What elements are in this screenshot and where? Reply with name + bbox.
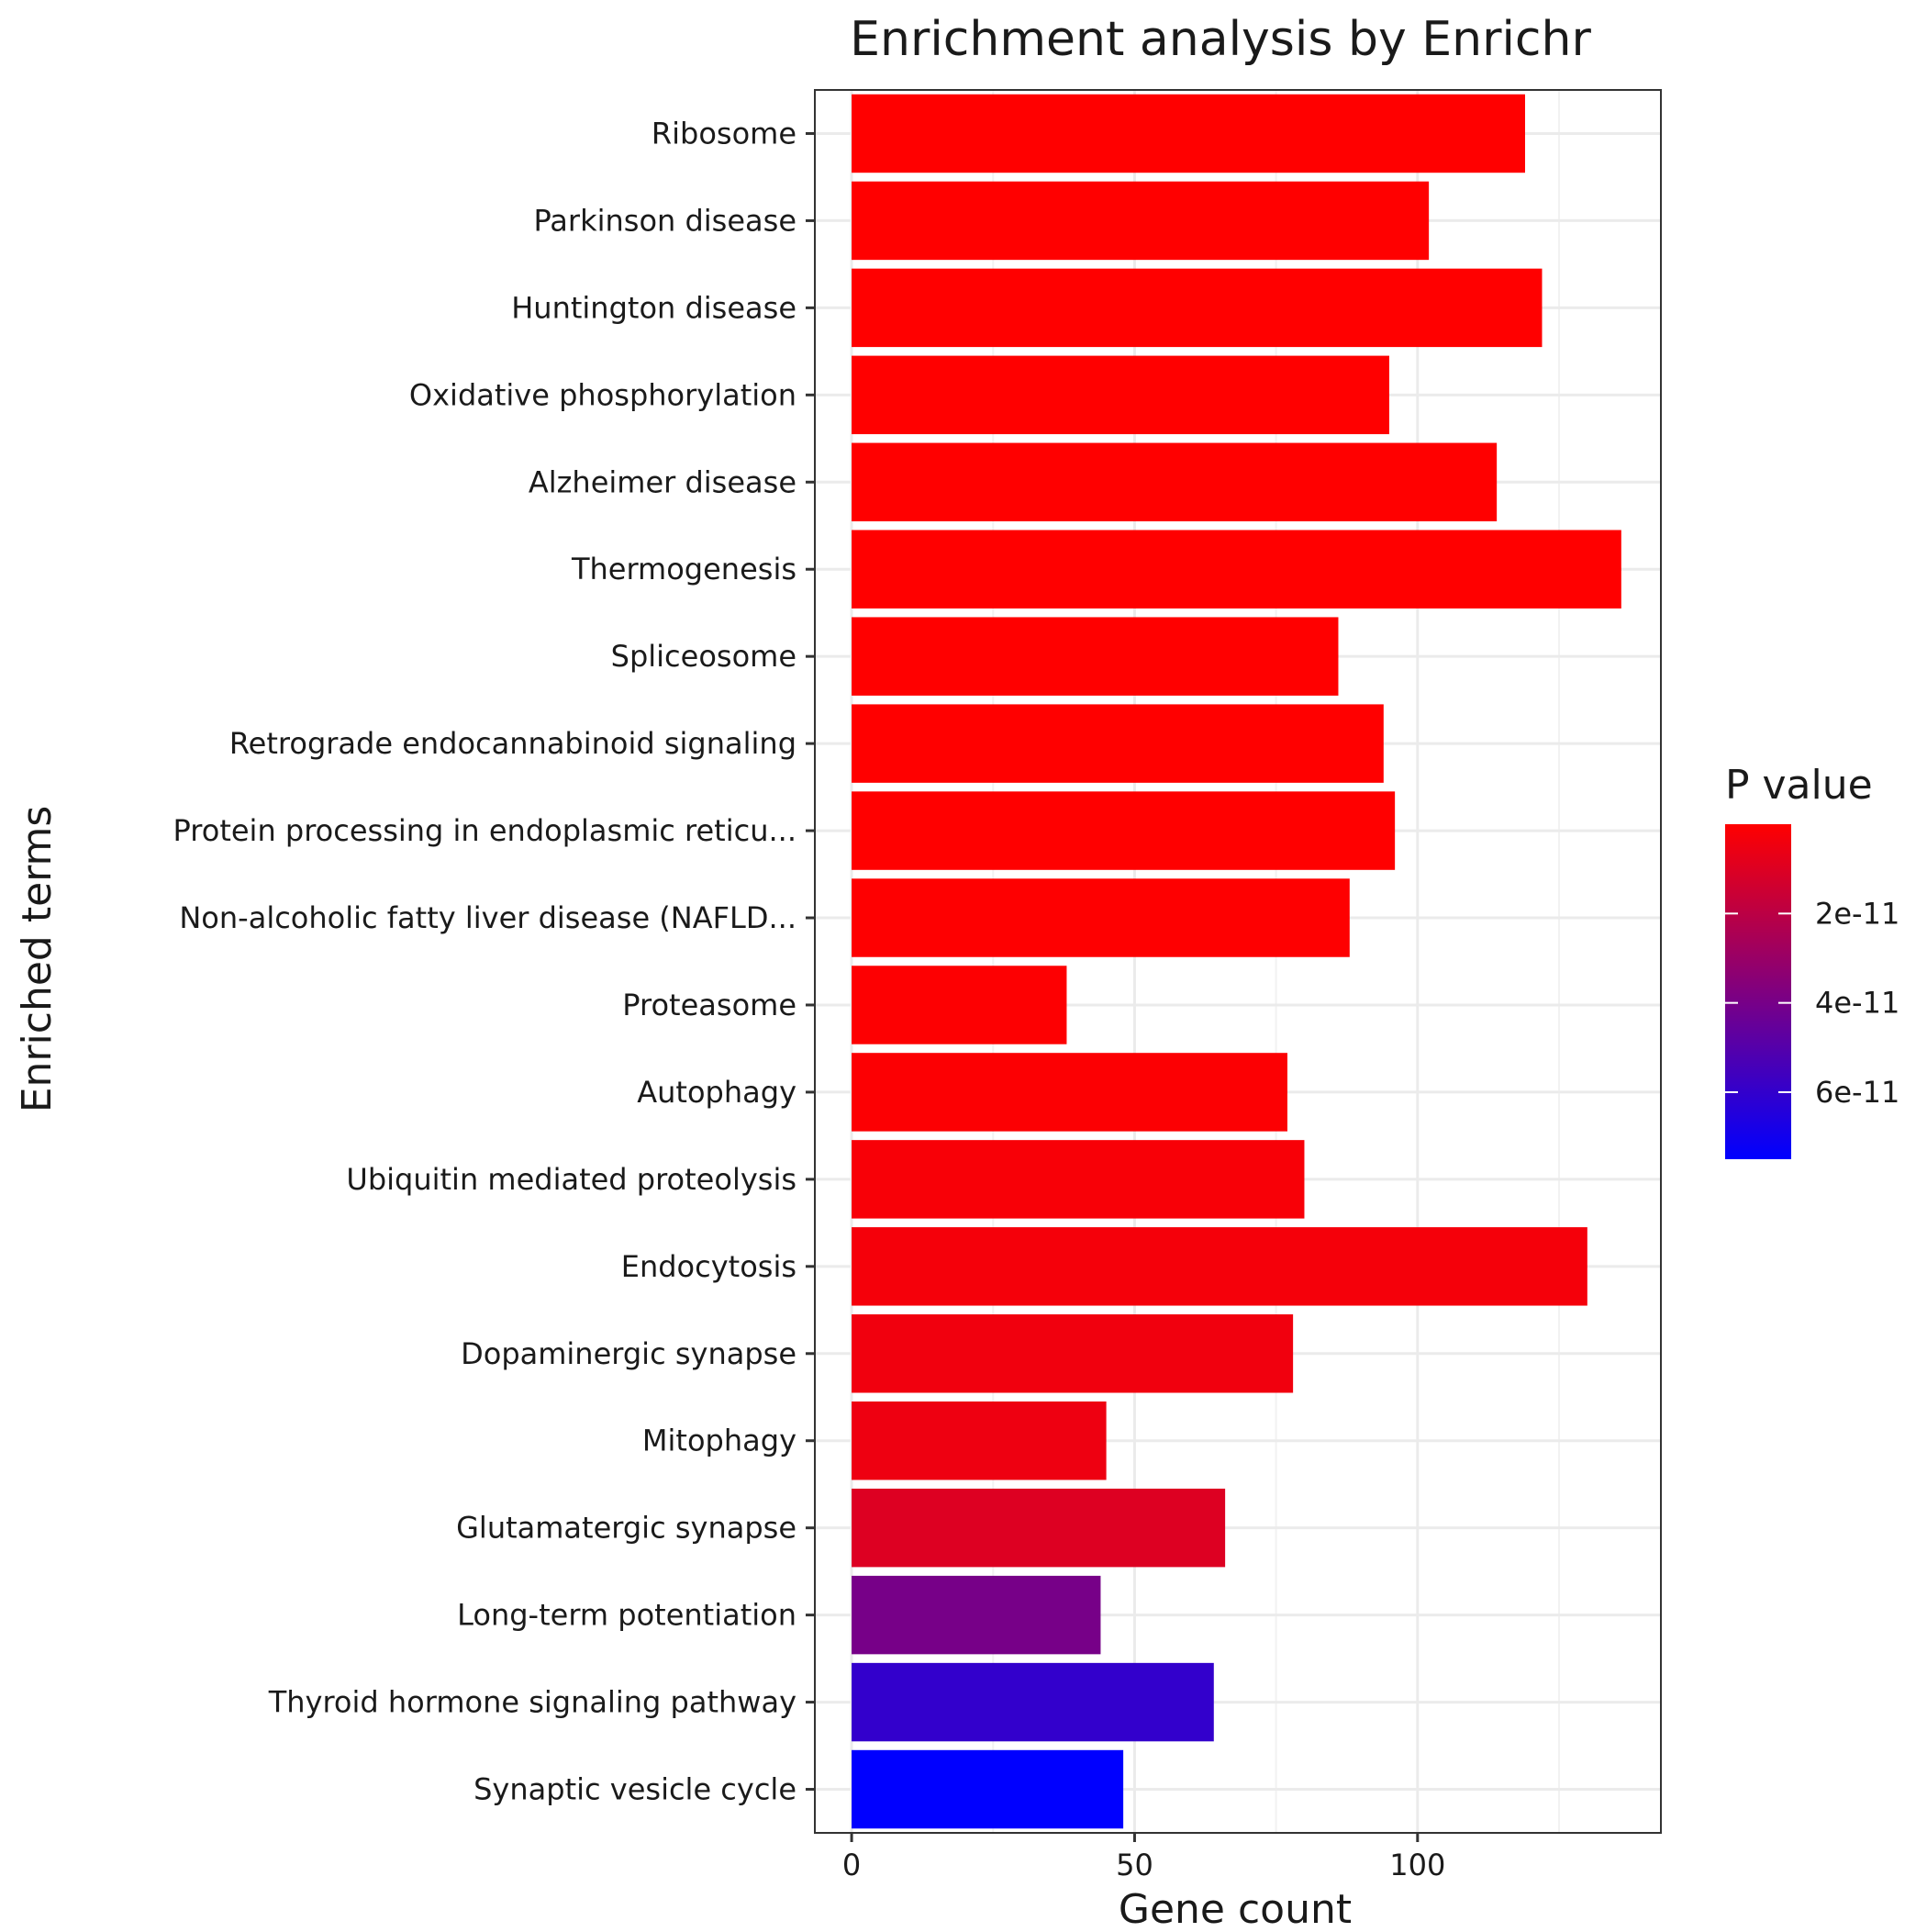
bar xyxy=(852,1227,1587,1306)
y-tick-label: Autophagy xyxy=(637,1075,796,1110)
bar xyxy=(852,1749,1124,1829)
y-tick-label: Proteasome xyxy=(622,988,796,1022)
y-tick-label: Mitophagy xyxy=(642,1424,796,1458)
bar xyxy=(852,94,1525,173)
bar xyxy=(852,268,1543,348)
y-tick-label: Long-term potentiation xyxy=(457,1598,796,1633)
y-tick-label: Retrograde endocannabinoid signaling xyxy=(229,726,796,761)
bar xyxy=(852,530,1621,609)
y-tick-label: Non-alcoholic fatty liver disease (NAFLD… xyxy=(179,900,796,935)
bar xyxy=(852,1401,1107,1480)
y-tick-label: Alzheimer disease xyxy=(529,464,796,499)
bar xyxy=(852,966,1067,1044)
chart-title: Enrichment analysis by Enrichr xyxy=(850,12,1591,67)
plot-area: Ribosome Parkinson disease Huntington dise… xyxy=(173,89,1662,1882)
y-tick-label: Synaptic vesicle cycle xyxy=(473,1772,796,1807)
bar xyxy=(852,1488,1226,1568)
x-tick-label: 0 xyxy=(842,1848,861,1882)
y-tick-label: Protein processing in endoplasmic reticu… xyxy=(173,813,796,848)
legend-tick-label: 2e-11 xyxy=(1815,896,1899,931)
legend-tick-label: 6e-11 xyxy=(1815,1075,1899,1110)
bar xyxy=(852,1314,1294,1393)
bar xyxy=(852,791,1396,870)
y-tick-label: Oxidative phosphorylation xyxy=(409,377,796,412)
bar xyxy=(852,1575,1101,1655)
y-tick-label: Ribosome xyxy=(652,116,796,151)
legend-colorbar xyxy=(1725,824,1791,1159)
y-tick-label: Thyroid hormone signaling pathway xyxy=(268,1685,796,1720)
bar xyxy=(852,617,1339,696)
y-tick-label: Thermogenesis xyxy=(571,552,796,586)
y-tick-label: Huntington disease xyxy=(511,290,796,325)
y-tick-label: Ubiquitin mediated proteolysis xyxy=(346,1162,796,1197)
y-axis-title: Enriched terms xyxy=(14,806,61,1113)
bar xyxy=(852,1140,1305,1219)
x-tick-label: 50 xyxy=(1116,1848,1153,1882)
y-tick-label: Parkinson disease xyxy=(533,203,796,238)
plot-background xyxy=(815,90,1661,1833)
y-tick-label: Glutamatergic synapse xyxy=(456,1511,796,1546)
plot-border xyxy=(814,89,1662,1834)
y-tick-label: Dopaminergic synapse xyxy=(461,1336,796,1371)
bar xyxy=(852,442,1498,522)
x-axis-title: Gene count xyxy=(1119,1886,1352,1927)
y-tick-label: Spliceosome xyxy=(611,639,796,674)
legend-title: P value xyxy=(1725,762,1873,809)
bar xyxy=(852,181,1430,261)
bar xyxy=(852,355,1389,435)
p-value-legend: P value 2e-11 4e-11 6e-11 xyxy=(1725,762,1899,1159)
bar xyxy=(852,878,1350,957)
bar xyxy=(852,1662,1214,1742)
bar xyxy=(852,1053,1287,1132)
x-tick-label: 100 xyxy=(1389,1848,1445,1882)
bar xyxy=(852,704,1384,783)
y-tick-label: Endocytosis xyxy=(621,1249,796,1284)
legend-tick-label: 4e-11 xyxy=(1815,986,1899,1021)
